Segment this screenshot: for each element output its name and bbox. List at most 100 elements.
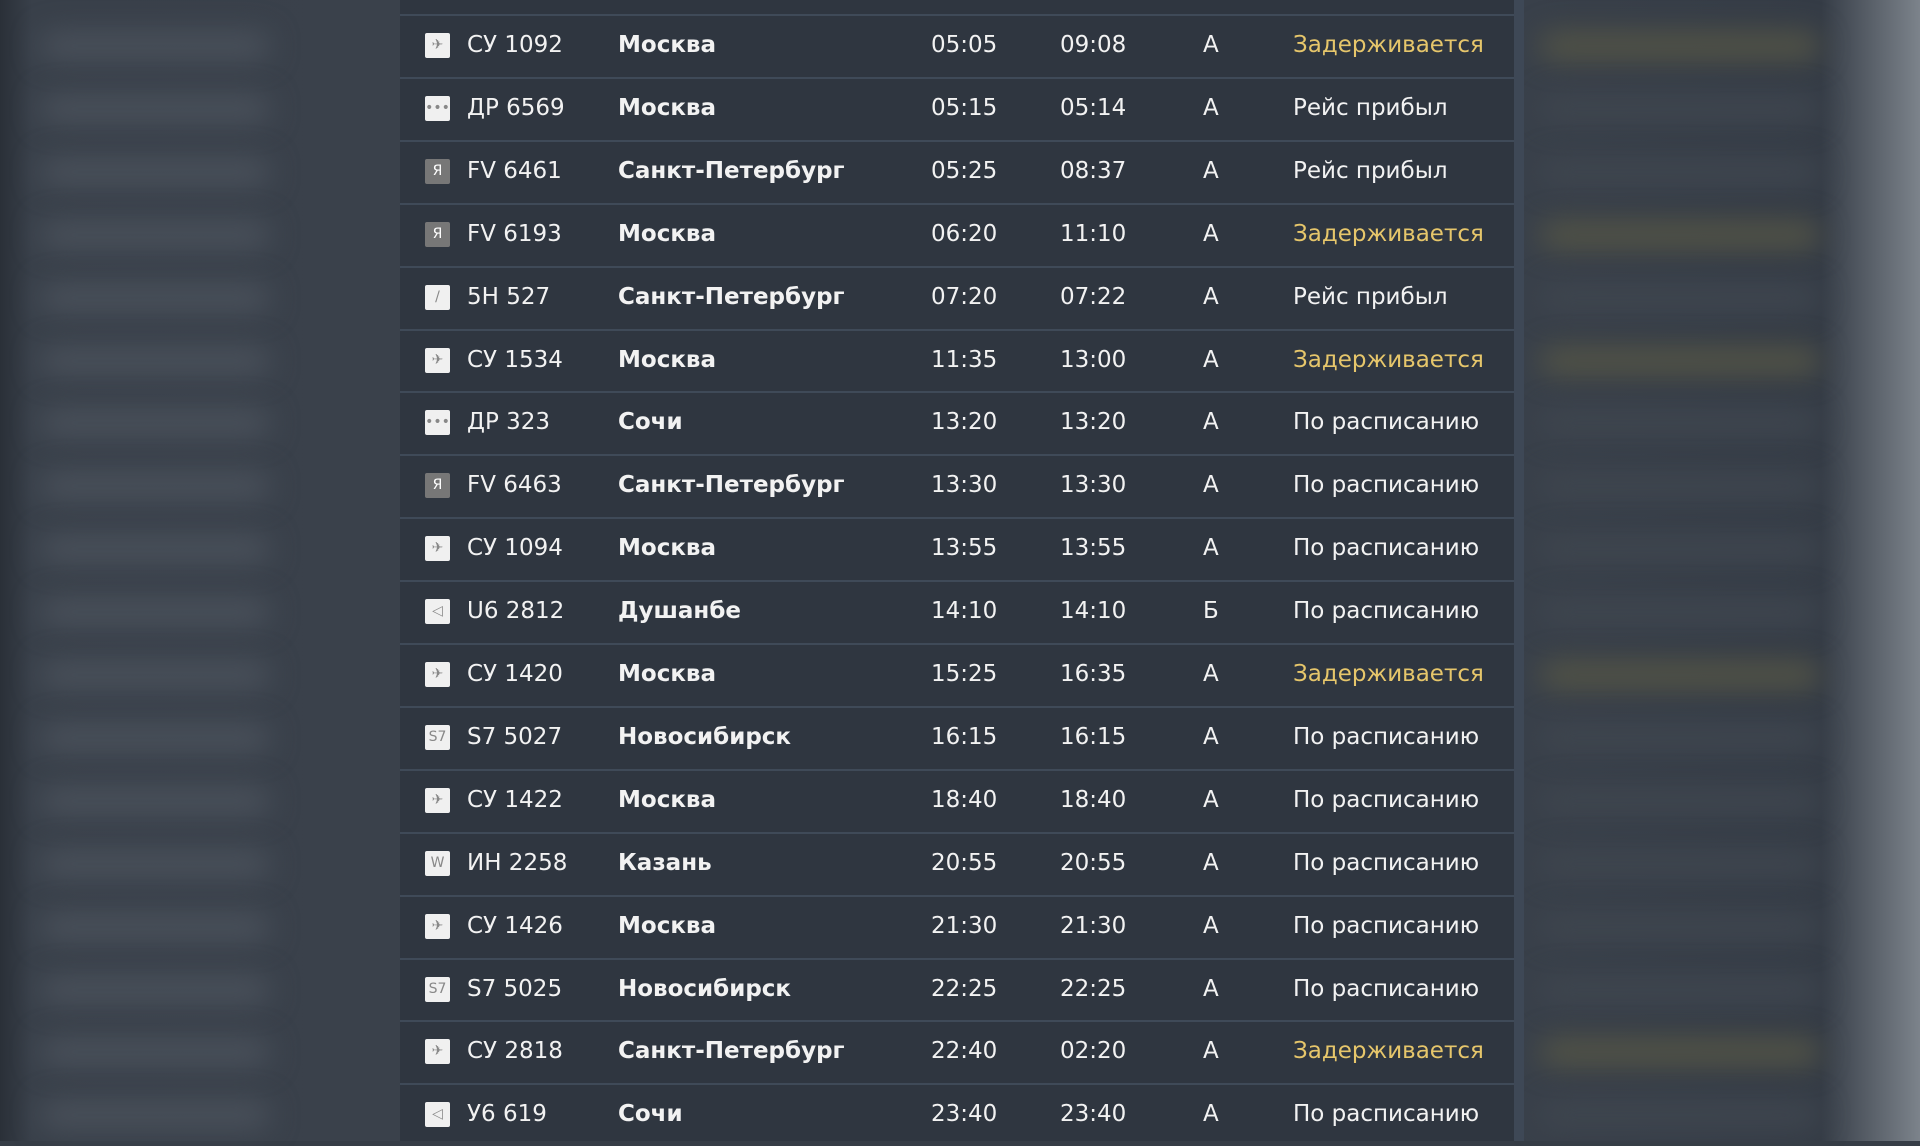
flight-row[interactable]: Я FV 6193 Москва 06:20 11:10 А Задерживается <box>400 202 1514 266</box>
blurred-decoration <box>40 912 270 941</box>
flight-row[interactable]: ✈ СУ 1426 Москва 21:30 21:30 А По расписанию <box>400 894 1514 958</box>
aeroflot-logo-icon: ✈ <box>425 662 450 687</box>
blurred-decoration <box>1540 912 1820 941</box>
origin-city: Москва <box>618 535 717 562</box>
terminal: А <box>1203 723 1219 750</box>
flight-number: FV 6463 <box>467 472 562 499</box>
flight-status: По расписанию <box>1293 975 1480 1002</box>
scheduled-time: 23:40 <box>931 1101 998 1128</box>
scheduled-time: 05:25 <box>931 157 998 184</box>
blurred-decoration <box>1540 94 1820 123</box>
actual-time: 23:40 <box>1060 1101 1127 1128</box>
flight-status: Задерживается <box>1293 1038 1484 1065</box>
ural-logo-icon: ◁ <box>425 1102 450 1128</box>
arrivals-board <box>400 0 1514 1141</box>
flight-number: У6 619 <box>467 1101 547 1128</box>
blurred-decoration <box>1540 1101 1820 1130</box>
origin-city: Новосибирск <box>618 975 792 1002</box>
board-scrollbar-edge[interactable] <box>1514 0 1524 1141</box>
aeroflot-logo-icon: ✈ <box>425 347 450 373</box>
blurred-decoration <box>40 220 270 249</box>
blurred-decoration <box>40 786 270 815</box>
blurred-decoration <box>1540 220 1820 249</box>
aeroflot-logo-icon: ✈ <box>425 787 450 813</box>
flight-row[interactable]: ••• ДР 6569 Москва 05:15 05:14 А Рейс прибыл <box>400 76 1514 140</box>
terminal: А <box>1203 661 1219 687</box>
flight-status: По расписанию <box>1293 912 1480 939</box>
flight-row[interactable]: ✈ СУ 1094 Москва 13:55 13:55 А По расписанию <box>400 517 1514 580</box>
flight-row[interactable]: ••• ДР 323 Сочи 13:20 13:20 А По расписанию <box>400 391 1514 454</box>
blurred-decoration <box>1540 409 1820 438</box>
flight-number: СУ 1092 <box>467 32 563 58</box>
flight-row[interactable]: Я FV 6463 Санкт-Петербург 13:30 13:30 А По рас… <box>400 454 1514 517</box>
scheduled-time: 16:15 <box>931 723 998 750</box>
origin-city: Москва <box>618 32 717 58</box>
actual-time: 14:10 <box>1060 598 1127 625</box>
red-wings-logo-icon: W <box>425 850 450 876</box>
actual-time: 13:55 <box>1060 535 1127 562</box>
flight-status: Задерживается <box>1293 32 1484 58</box>
flight-row[interactable]: ✈ СУ 1422 Москва 18:40 18:40 А По расписанию <box>400 768 1514 832</box>
flight-row[interactable]: ✈ СУ 1534 Москва 11:35 13:00 А Задерживается <box>400 328 1514 392</box>
terminal: А <box>1203 472 1219 499</box>
blurred-left-background <box>0 0 400 1141</box>
scheduled-time: 05:05 <box>931 32 998 58</box>
flight-row[interactable]: ◁ У6 619 Сочи 23:40 23:40 А По расписанию <box>400 1083 1514 1146</box>
blurred-decoration <box>40 661 270 689</box>
blurred-decoration <box>1540 661 1820 689</box>
flight-status: По расписанию <box>1293 472 1480 499</box>
terminal: А <box>1203 220 1219 247</box>
blurred-decoration <box>40 598 270 627</box>
flight-status: По расписанию <box>1293 409 1480 436</box>
origin-city: Москва <box>618 94 717 121</box>
flight-status: Задерживается <box>1293 661 1484 687</box>
scheduled-time: 13:30 <box>931 472 998 499</box>
flight-row[interactable]: Я FV 6461 Санкт-Петербург 05:25 08:37 А Рейс п… <box>400 139 1514 203</box>
flight-status: По расписанию <box>1293 1101 1480 1128</box>
flight-row[interactable]: / 5Н 527 Санкт-Петербург 07:20 07:22 А Рейс пр… <box>400 265 1514 329</box>
origin-city: Москва <box>618 346 717 373</box>
blurred-decoration <box>1540 849 1820 878</box>
flight-number: S7 5027 <box>467 723 563 750</box>
flight-row[interactable]: ◁ U6 2812 Душанбе 14:10 14:10 Б По расписанию <box>400 580 1514 643</box>
flight-row[interactable]: S7 S7 5025 Новосибирск 22:25 22:25 А По распис… <box>400 957 1514 1021</box>
scheduled-time: 05:15 <box>931 94 998 121</box>
terminal: А <box>1203 157 1219 184</box>
actual-time: 08:37 <box>1060 157 1127 184</box>
blurred-decoration <box>1540 346 1820 375</box>
scheduled-time: 22:25 <box>931 975 998 1002</box>
blurred-decoration <box>1540 472 1820 501</box>
flight-row[interactable]: ✈ СУ 2818 Санкт-Петербург 22:40 02:20 А Задерж… <box>400 1020 1514 1083</box>
flight-number: СУ 1426 <box>467 912 563 939</box>
actual-time: 18:40 <box>1060 786 1127 813</box>
flight-number: СУ 1422 <box>467 786 563 813</box>
terminal: А <box>1203 346 1219 373</box>
blurred-decoration <box>40 94 270 123</box>
scheduled-time: 06:20 <box>931 220 998 247</box>
terminal: А <box>1203 283 1219 310</box>
flight-status: Задерживается <box>1293 220 1484 247</box>
origin-city: Казань <box>618 849 712 876</box>
aeroflot-logo-icon: ✈ <box>425 536 450 562</box>
flight-row[interactable]: S7 S7 5027 Новосибирск 16:15 16:15 А По распис… <box>400 705 1514 769</box>
flight-row[interactable]: W ИН 2258 Казань 20:55 20:55 А По расписанию <box>400 831 1514 895</box>
flight-status: Рейс прибыл <box>1293 157 1448 184</box>
flight-status: По расписанию <box>1293 786 1480 813</box>
terminal: А <box>1203 975 1219 1002</box>
actual-time: 21:30 <box>1060 912 1127 939</box>
nordwind-logo-icon: / <box>425 284 450 310</box>
blurred-right-background <box>1524 0 1920 1141</box>
terminal: А <box>1203 786 1219 813</box>
actual-time: 09:08 <box>1060 32 1127 58</box>
flight-row[interactable]: ✈ СУ 1420 Москва 15:25 16:35 А Задерживается <box>400 643 1514 706</box>
scheduled-time: 22:40 <box>931 1038 998 1065</box>
blurred-decoration <box>1540 535 1820 564</box>
actual-time: 07:22 <box>1060 283 1127 310</box>
flight-number: 5Н 527 <box>467 283 551 310</box>
flight-row[interactable]: ✈ СУ 1092 Москва 05:05 09:08 А Задерживается <box>400 14 1514 77</box>
origin-city: Санкт-Петербург <box>618 157 845 184</box>
blurred-decoration <box>1540 598 1820 627</box>
s7-logo-icon: S7 <box>425 976 450 1002</box>
actual-time: 02:20 <box>1060 1038 1127 1065</box>
rossiya-r-logo-icon: Я <box>425 158 450 184</box>
